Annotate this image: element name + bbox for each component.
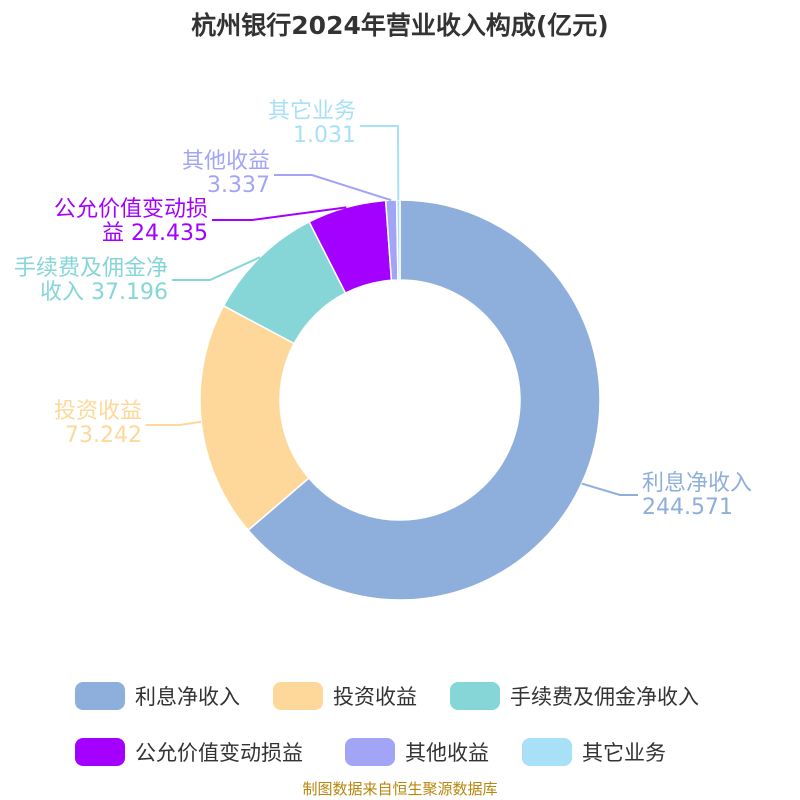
slice-label-value: 3.337 xyxy=(207,173,270,198)
leader-line xyxy=(172,256,261,281)
legend-item-other-income[interactable]: 其他收益 xyxy=(345,736,489,768)
legend-label: 公允价值变动损益 xyxy=(135,741,303,765)
legend-label: 手续费及佣金净收入 xyxy=(510,685,699,709)
chart-title: 杭州银行2024年营业收入构成(亿元) xyxy=(191,11,609,40)
legend-row-2: 公允价值变动损益 其他收益 其它业务 xyxy=(0,736,800,776)
legend-swatch xyxy=(450,682,500,710)
slice-label-value: 益 24.435 xyxy=(102,221,208,246)
slice-label-name: 公允价值变动损 xyxy=(54,197,208,222)
legend-item-interest[interactable]: 利息净收入 xyxy=(75,680,240,712)
slice-label-value: 1.031 xyxy=(293,123,356,148)
leader-line xyxy=(274,174,392,202)
leader-line xyxy=(581,482,638,496)
data-source-note: 制图数据来自恒生聚源数据库 xyxy=(302,780,498,798)
leader-line xyxy=(212,206,347,221)
legend-item-fee[interactable]: 手续费及佣金净收入 xyxy=(450,680,699,712)
slice-label-value: 收入 37.196 xyxy=(40,280,168,305)
legend-item-investment[interactable]: 投资收益 xyxy=(273,680,417,712)
pie-slice[interactable] xyxy=(199,304,310,532)
slice-label-name: 投资收益 xyxy=(54,399,142,424)
slice-label-name: 其它业务 xyxy=(268,99,356,124)
leader-line xyxy=(146,420,202,426)
legend-label: 其它业务 xyxy=(582,741,666,765)
pie-slice[interactable] xyxy=(247,199,601,601)
pie-slice[interactable] xyxy=(395,199,401,281)
legend-label: 投资收益 xyxy=(333,685,417,709)
slice-label-name: 利息净收入 xyxy=(642,471,752,496)
legend-item-fair-value[interactable]: 公允价值变动损益 xyxy=(75,736,303,768)
legend-item-other-business[interactable]: 其它业务 xyxy=(522,736,666,768)
leader-line xyxy=(360,125,400,201)
slice-label-value: 73.242 xyxy=(65,423,142,448)
slice-label-name: 手续费及佣金净 xyxy=(14,256,168,281)
legend-swatch xyxy=(522,738,572,766)
legend-swatch xyxy=(345,738,395,766)
legend-swatch xyxy=(75,738,125,766)
legend-label: 其他收益 xyxy=(405,741,489,765)
slice-label-name: 其他收益 xyxy=(182,149,270,174)
legend-swatch xyxy=(273,682,323,710)
legend-label: 利息净收入 xyxy=(135,685,240,709)
legend-swatch xyxy=(75,682,125,710)
slice-label-value: 244.571 xyxy=(642,495,733,520)
legend-row-1: 利息净收入 投资收益 手续费及佣金净收入 xyxy=(0,680,800,720)
